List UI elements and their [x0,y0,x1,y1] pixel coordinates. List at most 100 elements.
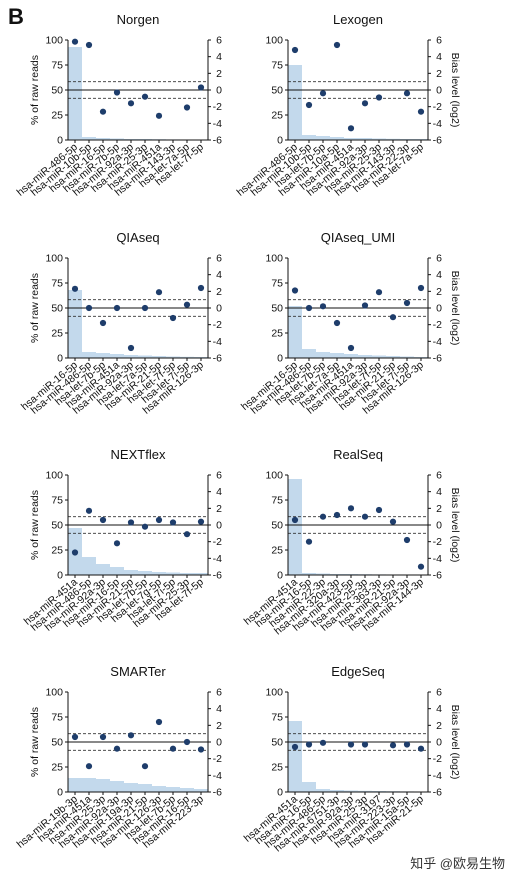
y-tick-label: 75 [51,495,63,507]
bar [82,778,96,792]
y2-axis-label: Bias level (log2) [449,488,461,563]
y2-tick-label: 6 [216,35,222,47]
bar [82,137,96,140]
bias-point [155,289,163,296]
bar [316,136,330,140]
bias-point [99,319,107,327]
bar [194,573,208,575]
bar [152,356,166,358]
bar [358,355,372,358]
bias-point [389,742,397,749]
bias-point [99,108,107,115]
bar [124,783,138,792]
y-tick-label: 75 [271,712,283,724]
y2-tick-label: 2 [436,68,442,80]
y-tick-label: 50 [271,520,283,532]
y2-tick-label: -6 [433,787,442,799]
bias-point [361,302,369,309]
bar [82,352,96,358]
chart-title: RealSeq [333,447,383,462]
bias-point [113,304,121,312]
y2-tick-label: -2 [213,536,222,548]
y2-tick-label: 6 [436,35,442,47]
bar [194,789,208,792]
chart-panel-6: RealSeq0255075100-6-4-20246hsa-miR-451ah… [242,447,461,637]
chart-panel-3: QIAseq0255075100-6-4-20246hsa-miR-16-5ph… [19,230,222,417]
bias-point [113,89,121,96]
bar [302,782,316,792]
chart-panel-2: Lexogen0255075100-6-4-20246hsa-miR-486-5… [235,12,461,199]
y2-tick-label: 0 [436,303,442,315]
bar [316,789,330,792]
y2-tick-label: -4 [433,770,442,782]
y-tick-label: 100 [45,687,63,699]
bias-point [291,287,299,294]
y2-tick-label: 6 [436,687,442,699]
y2-tick-label: 0 [216,303,222,315]
y2-tick-label: 6 [216,253,222,265]
bar [166,572,180,575]
bar [152,572,166,575]
y-axis-label: % of raw reads [29,707,41,777]
y2-tick-label: 4 [436,269,442,281]
bar [302,349,316,358]
y2-tick-label: -4 [213,553,222,565]
y2-tick-label: 2 [436,720,442,732]
bar [96,779,110,792]
bias-point [361,741,369,748]
bar [166,787,180,792]
bar [316,573,330,575]
y-tick-label: 25 [51,328,63,340]
bias-point [141,304,149,312]
bias-point [127,519,135,526]
y2-tick-label: -6 [433,353,442,365]
y2-tick-label: 2 [436,503,442,515]
chart-panel-7: SMARTer0255075100-6-4-20246hsa-miR-19b-3… [15,664,223,851]
y2-tick-label: -2 [433,536,442,548]
bias-point [319,513,327,520]
chart-title: Norgen [117,12,160,27]
y2-tick-label: 4 [216,269,222,281]
y-tick-label: 0 [57,787,63,799]
bar [344,138,358,140]
bias-point [305,101,313,109]
y-tick-label: 75 [271,278,283,290]
bias-point [127,100,135,107]
bar [386,356,400,358]
bias-point [375,289,383,296]
y2-tick-label: 6 [216,470,222,482]
bias-point [183,531,191,538]
bar [344,354,358,358]
y-tick-label: 100 [45,253,63,265]
bias-point [319,90,327,97]
y2-tick-label: 2 [216,68,222,80]
bias-point [113,540,121,547]
chart-panel-4: QIAseq_UMI0255075100-6-4-20246hsa-miR-16… [239,230,461,417]
y2-tick-label: -2 [213,101,222,113]
y2-tick-label: 0 [436,737,442,749]
y2-tick-label: -2 [213,319,222,331]
bar [288,721,302,792]
bias-point [85,304,93,312]
bar [372,138,386,140]
y2-tick-label: 0 [436,85,442,97]
bar [288,479,302,575]
bar [110,138,124,140]
chart-title: QIAseq [116,230,159,245]
bias-point [141,523,149,530]
y-tick-label: 75 [51,60,63,72]
bias-point [375,94,383,101]
y-tick-label: 0 [277,570,283,582]
bias-point [291,516,299,524]
y-tick-label: 100 [45,35,63,47]
bias-point [361,513,369,520]
y2-tick-label: -6 [433,570,442,582]
y2-tick-label: 2 [216,720,222,732]
bias-point [417,108,425,115]
bar [138,784,152,792]
bias-point [333,41,341,49]
bar [68,290,82,358]
bar [344,790,358,792]
bias-point [113,745,121,752]
y-tick-label: 75 [271,60,283,72]
